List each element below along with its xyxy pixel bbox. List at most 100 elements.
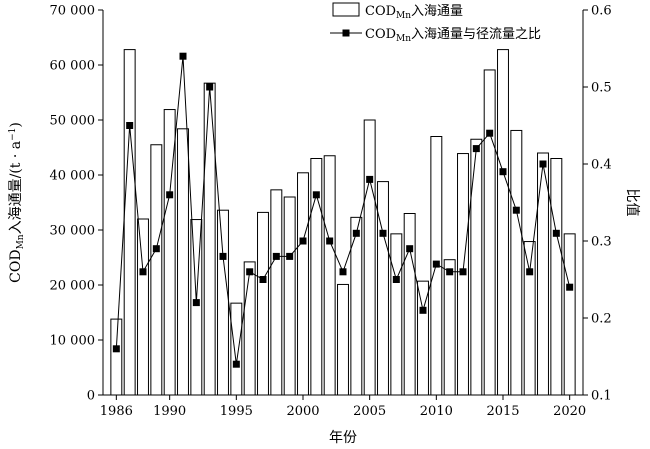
- y-left-title-end: ): [8, 122, 24, 127]
- ratio-point-1992: [192, 299, 200, 307]
- flux-bar-1999: [283, 196, 296, 396]
- ratio-point-2006: [379, 229, 387, 237]
- ratio-point-1988: [139, 268, 147, 276]
- y-right-tick-label: 0.4: [591, 158, 612, 173]
- flux-bar-2006: [377, 181, 389, 396]
- ratio-point-2002: [326, 237, 334, 245]
- flux-bar-2008: [403, 213, 416, 396]
- ratio-point-1997: [259, 276, 267, 283]
- x-tick-label: 1995: [220, 404, 253, 419]
- flux-bar-2000: [297, 172, 309, 396]
- flux-bar-1996: [243, 261, 256, 396]
- ratio-point-2001: [312, 191, 320, 199]
- ratio-point-2004: [352, 229, 360, 237]
- flux-bar-2018: [537, 152, 549, 396]
- x-axis-title: 年份: [329, 430, 357, 446]
- ratio-point-2009: [419, 306, 427, 314]
- flux-bar-2011: [443, 259, 456, 396]
- ratio-point-2010: [432, 260, 440, 268]
- ratio-point-2000: [299, 237, 307, 245]
- y-left-axis-title: CODMn入海通量/(t · a−1): [8, 122, 26, 283]
- axes: 0 10 000 20 000 30 000 40 000 50 000 60 000 70 …: [50, 4, 612, 420]
- x-tick-label: 2020: [553, 404, 586, 419]
- ratio-point-2012: [459, 268, 467, 276]
- x-tick-label: 2000: [286, 404, 319, 419]
- y-left-title-main: COD: [8, 249, 24, 282]
- y-left-title-sup: −1: [8, 128, 18, 141]
- ratio-point-2015: [499, 168, 507, 176]
- flux-bar-1987: [123, 49, 136, 396]
- flux-bar-1989: [150, 144, 163, 396]
- y-right-tick-label: 0.6: [591, 4, 612, 19]
- x-tick-label: 1990: [153, 404, 186, 419]
- flux-bar-1997: [257, 211, 269, 396]
- y-left-tick-label: 40 000: [50, 169, 96, 184]
- ratio-point-2020: [566, 283, 574, 291]
- y-left-tick-label: 60 000: [50, 59, 96, 74]
- x-tick-label: 2005: [353, 404, 386, 419]
- ratio-point-1990: [166, 191, 174, 199]
- bar-series: [110, 49, 576, 396]
- y-right-tick-label: 0.3: [591, 235, 612, 250]
- flux-bar-2014: [483, 69, 496, 396]
- ratio-point-1986: [112, 345, 120, 353]
- flux-bar-2020: [563, 233, 576, 396]
- ratio-point-2007: [392, 276, 400, 283]
- legend-line-marker: [342, 29, 350, 37]
- legend-line-sub: Mn: [396, 34, 411, 44]
- legend-line-label: CODMn入海通量与径流量之比: [365, 27, 541, 44]
- legend-line-prefix: COD: [365, 27, 396, 42]
- y-left-tick-label: 10 000: [50, 334, 96, 349]
- y-right-tick-label: 0.5: [591, 81, 612, 96]
- flux-bar-1994: [217, 209, 229, 396]
- flux-bar-1995: [230, 302, 243, 396]
- y-left-title-rest: 入海通量/(t · a: [8, 141, 24, 235]
- flux-bar-2016: [510, 129, 523, 396]
- flux-bar-2017: [523, 241, 536, 396]
- ratio-point-2019: [552, 229, 560, 237]
- ratio-point-2014: [486, 129, 494, 137]
- flux-bar-2003: [337, 283, 349, 396]
- ratio-point-1989: [152, 245, 160, 253]
- ratio-point-1994: [219, 252, 227, 260]
- flux-bar-2007: [390, 233, 403, 396]
- y-left-tick-label: 20 000: [50, 279, 96, 294]
- ratio-point-2005: [366, 175, 374, 183]
- flux-bar-2015: [497, 49, 509, 396]
- ratio-point-2011: [446, 268, 454, 276]
- ratio-point-1996: [246, 268, 254, 276]
- legend-bar-prefix: COD: [365, 4, 396, 19]
- legend-bar-sub: Mn: [396, 11, 411, 21]
- legend: CODMn入海通量 CODMn入海通量与径流量之比: [330, 2, 541, 44]
- ratio-point-1998: [272, 252, 280, 260]
- legend-bar-label: CODMn入海通量: [365, 4, 463, 21]
- x-tick-label: 2010: [420, 404, 453, 419]
- legend-line-suffix: 入海通量与径流量之比: [411, 27, 541, 42]
- y-left-tick-label: 50 000: [50, 114, 96, 129]
- y-left-tick-label: 70 000: [50, 4, 96, 19]
- ratio-point-1993: [206, 83, 214, 91]
- ratio-point-2008: [406, 245, 414, 253]
- flux-bar-2019: [550, 158, 563, 396]
- ratio-point-2018: [539, 160, 547, 168]
- ratio-point-2003: [339, 268, 347, 276]
- flux-bar-2005: [363, 119, 376, 396]
- x-tick-label: 2015: [486, 404, 519, 419]
- ratio-point-2017: [526, 268, 534, 276]
- ratio-point-2013: [472, 145, 480, 153]
- ratio-point-1987: [126, 122, 134, 129]
- flux-bar-1998: [270, 189, 283, 396]
- ratio-point-2016: [512, 206, 520, 214]
- ratio-point-1995: [232, 360, 240, 368]
- flux-bar-1986: [110, 318, 123, 396]
- y-right-axis-title: 比值: [624, 189, 640, 217]
- flux-bar-2002: [323, 155, 336, 396]
- legend-bar-swatch: [332, 2, 360, 17]
- flux-bar-1988: [137, 218, 149, 396]
- x-tick-label: 1986: [100, 404, 133, 419]
- flux-bar-2013: [470, 138, 483, 396]
- y-left-tick-label: 0: [87, 389, 95, 404]
- flux-bar-1991: [177, 128, 189, 396]
- ratio-point-1999: [286, 252, 294, 260]
